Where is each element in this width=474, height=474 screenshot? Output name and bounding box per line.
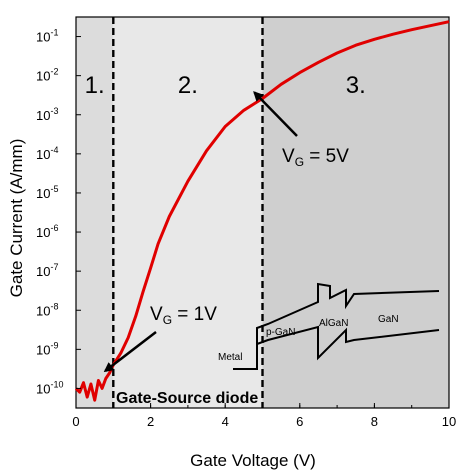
x-tick-label: 4 bbox=[222, 414, 229, 429]
band-diagram-inset: Metal p-GaN AlGaN GaN bbox=[218, 282, 440, 370]
annotations: VG = 5V VG = 1V bbox=[103, 91, 349, 373]
band-label-algan: AlGaN bbox=[319, 318, 348, 329]
y-tick-label: 10-8 bbox=[36, 301, 58, 318]
y-tick-label: 10-5 bbox=[36, 184, 58, 201]
gate-source-caption: Gate-Source diode bbox=[116, 390, 258, 407]
series-line-1 bbox=[74, 20, 450, 402]
y-tick-label: 10-1 bbox=[36, 28, 58, 45]
y-tick-label: 10-9 bbox=[36, 340, 58, 357]
x-tick-label: 2 bbox=[147, 414, 154, 429]
region-backgrounds: 1. 2. 3. bbox=[76, 17, 449, 408]
annotation-vg-1v: VG = 1V bbox=[150, 304, 217, 327]
y-tick-label: 10-4 bbox=[36, 145, 58, 162]
annotation-arrow-1 bbox=[253, 91, 298, 137]
y-tick-label: 10-10 bbox=[36, 379, 63, 396]
conduction-band-line bbox=[233, 282, 440, 370]
y-axis-title: Gate Current (A/mm) bbox=[7, 139, 26, 298]
x-tick-label: 8 bbox=[371, 414, 378, 429]
x-tick-label: 6 bbox=[296, 414, 303, 429]
band-label-gan: GaN bbox=[378, 314, 399, 325]
y-tick-label: 10-2 bbox=[36, 67, 58, 84]
region-1-background bbox=[76, 17, 114, 408]
region-3-background bbox=[262, 17, 449, 408]
y-tick-label: 10-6 bbox=[36, 223, 58, 240]
x-axis-title: Gate Voltage (V) bbox=[190, 451, 316, 470]
band-label-metal: Metal bbox=[218, 352, 242, 363]
y-tick-label: 10-3 bbox=[36, 106, 58, 123]
annotation-vg-5v: VG = 5V bbox=[282, 146, 349, 169]
axis-ticks: 0 2 4 6 8 10 10-1 10-2 10-3 10-4 10-5 10-6 10-7 10-8 1… bbox=[36, 28, 456, 429]
region-3-label: 3. bbox=[346, 72, 366, 99]
annotation-arrow-2 bbox=[103, 331, 157, 373]
region-2-background bbox=[113, 17, 263, 408]
region-1-label: 1. bbox=[85, 72, 105, 99]
x-tick-label: 10 bbox=[442, 414, 456, 429]
series-layer bbox=[74, 20, 450, 402]
y-tick-label: 10-7 bbox=[36, 262, 58, 279]
band-label-pgan: p-GaN bbox=[266, 327, 295, 338]
region-2-label: 2. bbox=[178, 72, 198, 99]
valence-band-line bbox=[256, 325, 440, 369]
x-tick-label: 0 bbox=[72, 414, 79, 429]
